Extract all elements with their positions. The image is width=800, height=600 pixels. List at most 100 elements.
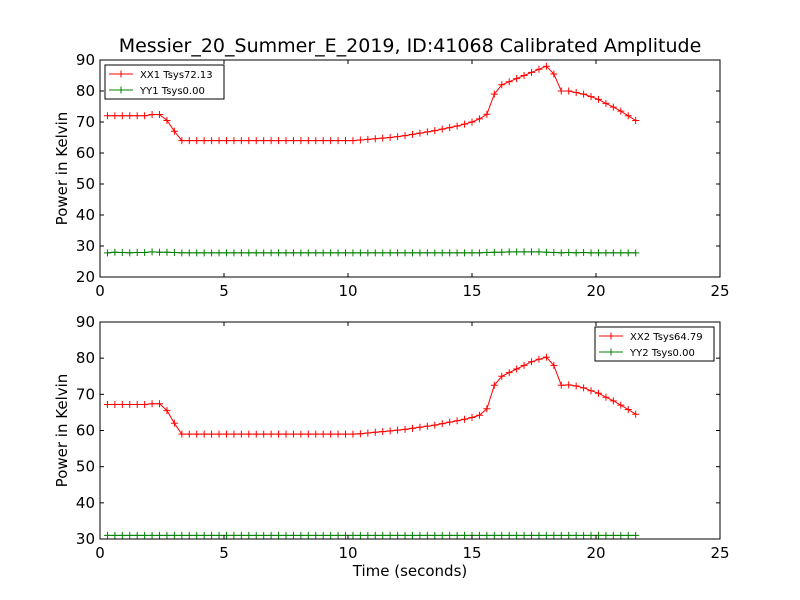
- data-point: [542, 248, 550, 256]
- data-point: [327, 249, 335, 257]
- data-point: [252, 249, 260, 257]
- data-point: [423, 128, 431, 136]
- data-point: [617, 249, 625, 257]
- data-point: [423, 531, 431, 539]
- data-point: [617, 107, 625, 115]
- data-point: [111, 400, 119, 408]
- data-point: [557, 249, 565, 257]
- y-tick-label: 30: [76, 237, 95, 255]
- data-point: [520, 248, 528, 256]
- data-point: [133, 400, 141, 408]
- data-point: [304, 249, 312, 257]
- data-point: [193, 137, 201, 145]
- data-point: [386, 249, 394, 257]
- data-point: [215, 531, 223, 539]
- data-point: [520, 72, 528, 79]
- data-point: [461, 120, 469, 128]
- data-point: [498, 531, 506, 539]
- data-point: [349, 249, 357, 257]
- data-point: [401, 531, 409, 539]
- data-point: [535, 531, 543, 539]
- data-point: [475, 531, 483, 539]
- data-point: [498, 372, 506, 380]
- data-point: [349, 531, 357, 539]
- data-point: [252, 531, 260, 539]
- data-point: [394, 249, 402, 257]
- data-point: [252, 430, 260, 438]
- data-point: [587, 387, 595, 395]
- data-point: [423, 249, 431, 257]
- data-point: [364, 531, 372, 539]
- data-point: [111, 112, 119, 120]
- y-tick-label: 90: [76, 51, 95, 69]
- data-point: [572, 531, 580, 539]
- data-point: [148, 400, 156, 408]
- data-point: [483, 405, 491, 413]
- data-point: [267, 249, 275, 257]
- data-point: [200, 531, 208, 539]
- data-point: [289, 249, 297, 257]
- data-point: [557, 381, 565, 389]
- data-point: [126, 531, 134, 539]
- data-point: [356, 249, 364, 257]
- data-point: [379, 249, 387, 257]
- data-point: [111, 531, 119, 539]
- data-point: [520, 361, 528, 369]
- data-point: [617, 401, 625, 409]
- data-point: [163, 531, 171, 539]
- data-point: [170, 249, 178, 257]
- data-point: [156, 531, 164, 539]
- data-point: [580, 531, 588, 539]
- data-point: [513, 248, 521, 256]
- y-tick-label: 40: [76, 206, 95, 224]
- data-point: [222, 249, 230, 257]
- data-point: [230, 249, 238, 257]
- y-tick-label: 50: [76, 175, 95, 193]
- data-point: [312, 137, 320, 145]
- data-point: [446, 531, 454, 539]
- data-point: [215, 137, 223, 145]
- data-point: [178, 430, 186, 438]
- data-point: [148, 531, 156, 539]
- data-point: [237, 249, 245, 257]
- data-point: [193, 430, 201, 438]
- data-point: [304, 137, 312, 145]
- data-point: [215, 430, 223, 438]
- data-point: [103, 400, 111, 408]
- data-point: [156, 400, 164, 408]
- legend: XX1 Tsys72.13 YY1 Tsys0.00: [104, 64, 225, 100]
- data-point: [624, 531, 632, 539]
- data-point: [528, 68, 536, 76]
- data-point: [141, 112, 149, 120]
- data-point: [550, 531, 558, 539]
- data-point: [364, 249, 372, 257]
- data-point: [185, 137, 193, 145]
- data-point: [245, 249, 253, 257]
- data-point: [408, 424, 416, 432]
- data-point: [431, 531, 439, 539]
- data-point: [156, 111, 164, 119]
- data-point: [126, 400, 134, 408]
- y-tick-label: 70: [76, 113, 95, 131]
- data-point: [245, 430, 253, 438]
- data-point: [170, 127, 178, 135]
- data-point: [364, 135, 372, 143]
- y-tick-label: 80: [76, 82, 95, 100]
- data-point: [349, 137, 357, 145]
- y-tick-label: 90: [76, 313, 95, 331]
- data-point: [624, 249, 632, 257]
- data-point: [185, 430, 193, 438]
- data-point: [312, 430, 320, 438]
- data-point: [319, 137, 327, 145]
- data-point: [342, 430, 350, 438]
- data-point: [304, 430, 312, 438]
- data-point: [133, 531, 141, 539]
- data-point: [289, 531, 297, 539]
- data-point: [193, 531, 201, 539]
- data-point: [594, 249, 602, 257]
- data-point: [342, 249, 350, 257]
- data-point: [550, 249, 558, 257]
- data-point: [379, 428, 387, 436]
- series-line-2-1: [107, 356, 636, 435]
- data-point: [624, 406, 632, 414]
